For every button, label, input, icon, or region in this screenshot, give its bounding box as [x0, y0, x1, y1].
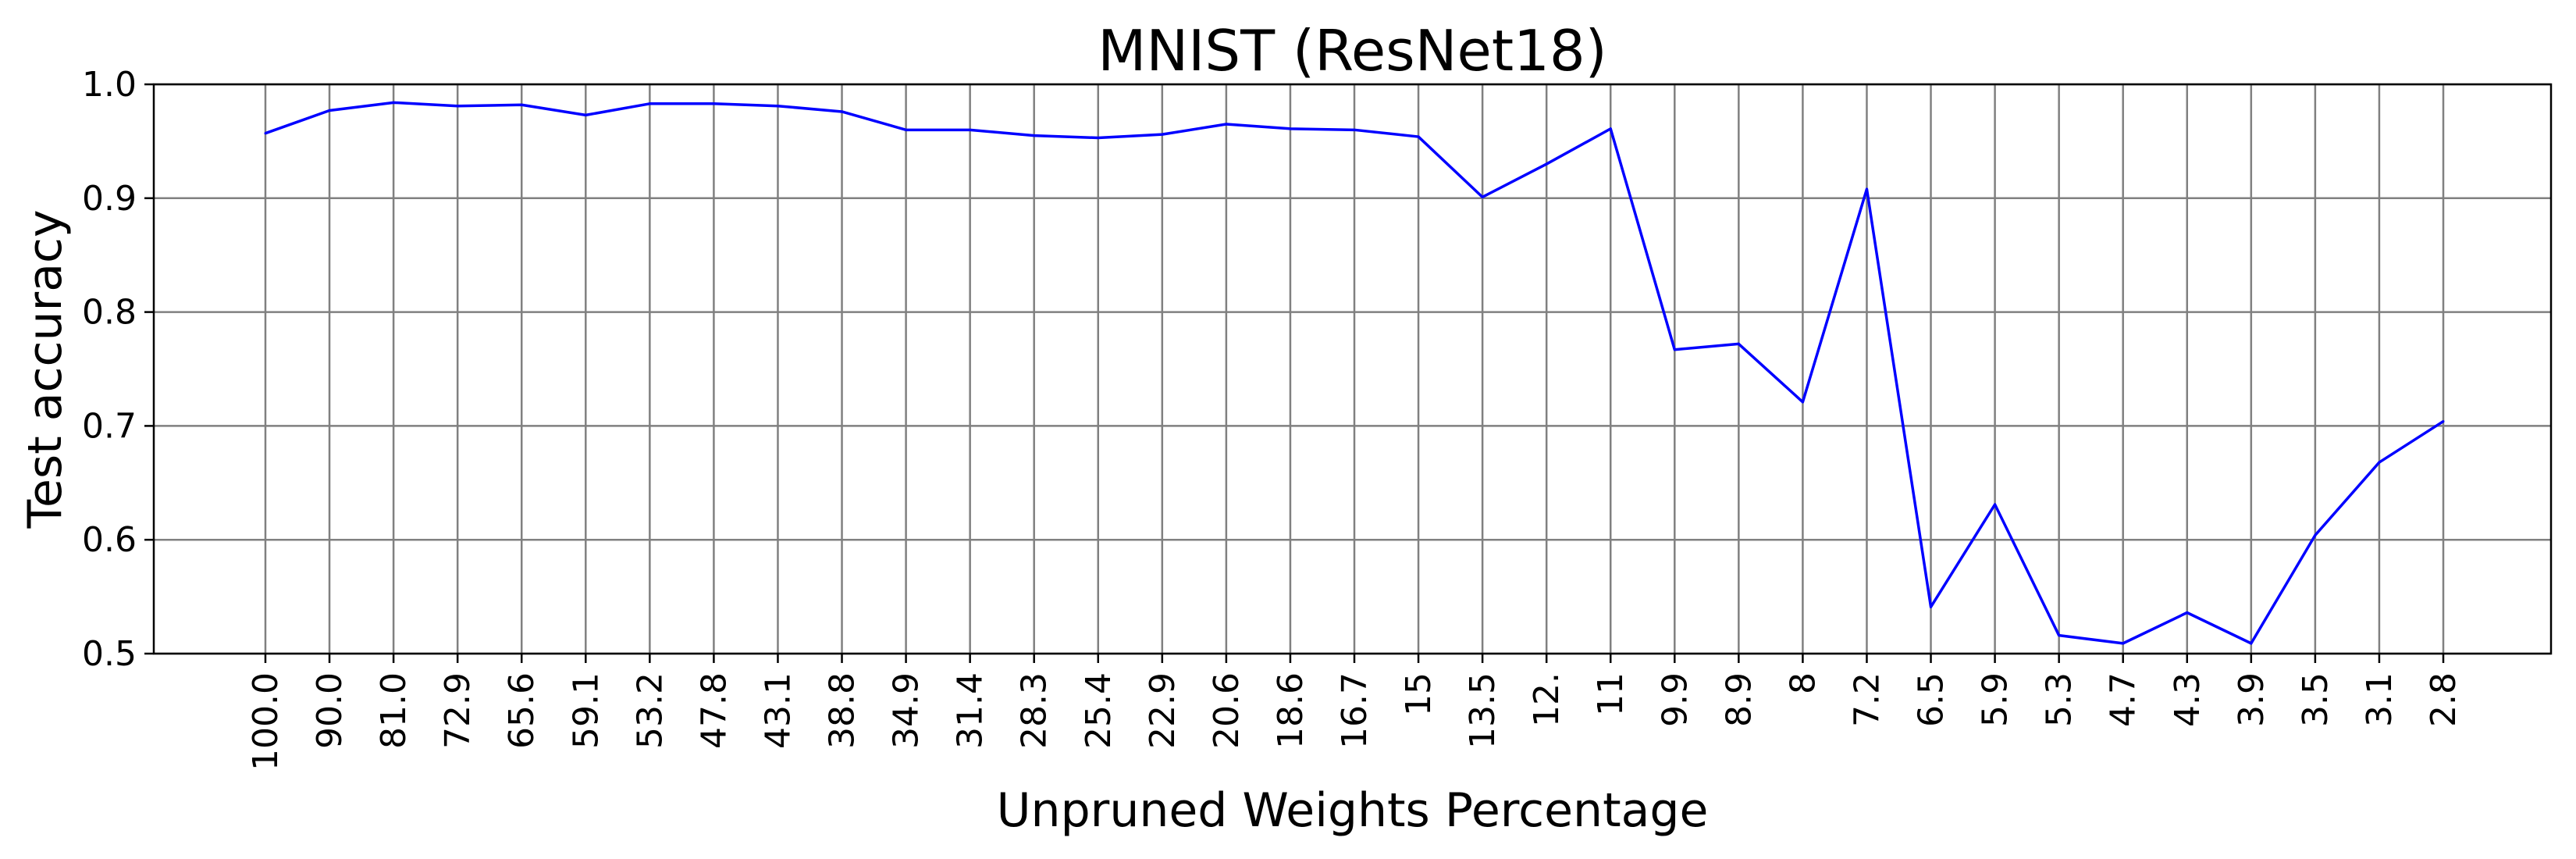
- data-point: [2186, 611, 2189, 615]
- y-tick-label: 1.0: [82, 65, 137, 105]
- data-point: [1481, 195, 1484, 198]
- x-tick-label: 53.2: [630, 672, 670, 749]
- x-tick-label: 13.5: [1463, 672, 1503, 749]
- data-point: [328, 109, 331, 112]
- x-axis-title: Unpruned Weights Percentage: [997, 783, 1709, 838]
- x-tick-label: 4.3: [2168, 672, 2208, 727]
- x-tick-label: 47.8: [694, 672, 734, 749]
- data-point: [2314, 533, 2317, 536]
- y-tick-label: 0.7: [82, 406, 137, 446]
- x-tick-label: 2.8: [2424, 672, 2464, 727]
- data-point: [712, 102, 715, 105]
- x-tick-label: 22.9: [1143, 672, 1183, 749]
- x-tick-label: 15: [1399, 672, 1439, 716]
- x-tick-label: 100.0: [246, 672, 286, 771]
- data-point: [1225, 123, 1228, 126]
- data-point: [1865, 187, 1868, 191]
- data-point: [1930, 605, 1933, 608]
- x-tick-label: 8: [1783, 672, 1823, 694]
- x-tick-label: 34.9: [887, 672, 927, 749]
- grid-layer: [154, 83, 2551, 655]
- chart-title: MNIST (ResNet18): [1098, 18, 1607, 84]
- y-tick-label: 0.6: [82, 520, 137, 560]
- y-axis-title: Test accuracy: [18, 210, 73, 529]
- x-tick-label: 43.1: [758, 672, 798, 749]
- x-tick-label: 16.7: [1335, 672, 1375, 749]
- series-layer: [264, 101, 2445, 645]
- data-point: [2122, 642, 2125, 645]
- x-tick-label: 38.8: [823, 672, 863, 749]
- data-point: [1673, 348, 1676, 351]
- x-tick-label: 3.1: [2360, 672, 2400, 727]
- data-point: [1353, 128, 1356, 131]
- x-tick-label: 72.9: [438, 672, 478, 749]
- data-point: [1545, 162, 1548, 166]
- data-point: [264, 132, 267, 135]
- data-point: [1801, 401, 1804, 404]
- data-point: [905, 128, 908, 131]
- x-tick-label: 18.6: [1271, 672, 1311, 749]
- data-point: [2442, 420, 2445, 423]
- x-tick-label: 25.4: [1079, 672, 1119, 749]
- x-tick-label: 28.3: [1015, 672, 1055, 749]
- x-tick-label: 7.2: [1847, 672, 1887, 727]
- data-point: [841, 110, 844, 113]
- x-tick-label: 4.7: [2104, 672, 2144, 727]
- y-tick-label: 0.9: [82, 179, 137, 219]
- x-tick-label: 6.5: [1912, 672, 1952, 727]
- data-point: [1289, 127, 1292, 130]
- data-point: [1737, 342, 1740, 345]
- plot-frame: [152, 83, 2553, 655]
- x-tick-label: 65.6: [502, 672, 542, 749]
- x-tick-label: 31.4: [951, 672, 991, 749]
- data-point: [2378, 461, 2381, 464]
- y-tick-label: 0.5: [82, 634, 137, 674]
- data-point: [1161, 133, 1164, 136]
- data-point: [1033, 134, 1036, 137]
- x-tick-label: 3.5: [2296, 672, 2336, 727]
- data-point: [648, 102, 651, 105]
- y-axis: 0.5 0.6 0.7 0.8 0.9 1.0: [82, 65, 154, 674]
- x-tick-label: 12.: [1527, 672, 1567, 727]
- y-tick-label: 0.8: [82, 293, 137, 333]
- data-point: [1417, 135, 1420, 138]
- x-tick-label: 59.1: [566, 672, 606, 749]
- data-point: [1994, 503, 1997, 506]
- x-tick-label: 5.3: [2040, 672, 2080, 727]
- x-tick-label: 90.0: [310, 672, 350, 749]
- data-point: [2250, 642, 2253, 645]
- x-tick-label: 81.0: [374, 672, 414, 749]
- x-axis: 100.0 90.0 81.0 72.9 65.6 59.1 53.2 47.8 43.1 38.…: [246, 654, 2464, 771]
- data-point: [584, 113, 587, 116]
- data-point: [520, 103, 523, 106]
- x-tick-label: 3.9: [2232, 672, 2272, 727]
- x-tick-label: 20.6: [1207, 672, 1247, 749]
- x-tick-label: 11: [1591, 672, 1631, 716]
- x-tick-label: 8.9: [1719, 672, 1759, 727]
- data-point: [2058, 634, 2061, 637]
- data-point: [456, 105, 459, 108]
- data-point: [1097, 137, 1100, 140]
- data-point: [776, 105, 779, 108]
- x-tick-label: 9.9: [1655, 672, 1695, 727]
- x-tick-label: 5.9: [1976, 672, 2016, 727]
- data-point: [1609, 127, 1612, 130]
- data-point: [969, 128, 972, 131]
- data-point: [392, 101, 395, 104]
